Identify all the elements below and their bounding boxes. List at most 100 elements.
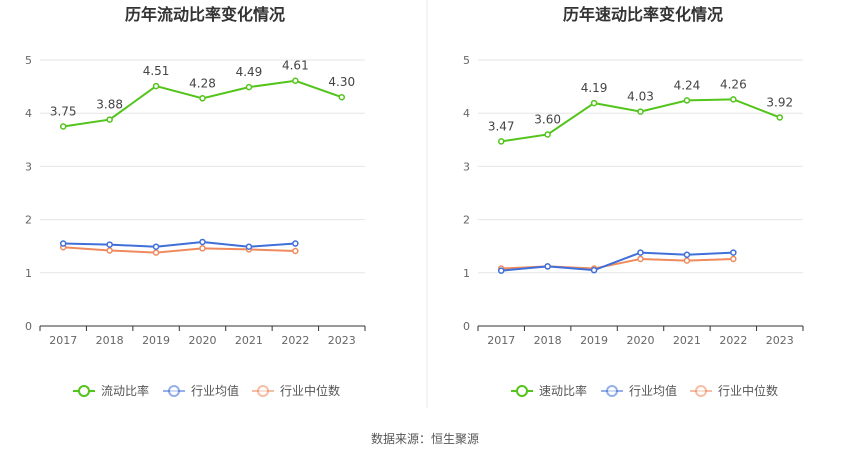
- data-point: [338, 93, 346, 101]
- y-tick-label: 3: [463, 160, 470, 173]
- data-point: [59, 123, 67, 130]
- chart-title: 历年速动比率变化情况: [563, 5, 723, 24]
- legend-label: 行业中位数: [718, 383, 778, 398]
- data-label: 3.47: [488, 119, 515, 133]
- y-tick-label: 1: [463, 267, 470, 280]
- data-label: 4.49: [236, 65, 263, 79]
- y-tick-label: 4: [463, 107, 470, 120]
- data-point: [730, 96, 737, 103]
- data-label: 3.88: [96, 98, 123, 112]
- data-point: [152, 243, 160, 250]
- legend-swatch-marker: [78, 385, 90, 397]
- legend-label: 速动比率: [539, 383, 587, 398]
- series-industry-average: [59, 238, 299, 250]
- data-point: [730, 255, 737, 263]
- data-label: 4.51: [143, 64, 170, 78]
- data-point: [292, 240, 299, 247]
- series-primary: 3.75 3.88 4.51 4.28 4.49 4.61 4.30: [50, 59, 355, 130]
- data-point: [683, 251, 691, 258]
- legend-label: 行业中位数: [280, 383, 340, 398]
- data-point: [497, 138, 505, 145]
- y-tick-label: 0: [25, 320, 32, 333]
- legend-swatch-marker: [516, 385, 528, 397]
- y-tick-label: 5: [25, 54, 32, 67]
- data-label: 4.24: [674, 78, 701, 92]
- data-point: [730, 249, 737, 256]
- x-tick-label: 2019: [142, 334, 170, 347]
- legend-swatch-marker: [257, 385, 269, 397]
- data-label: 3.92: [766, 95, 793, 109]
- data-label: 4.03: [627, 90, 654, 104]
- data-point: [106, 247, 113, 254]
- series-industry-average: [497, 249, 737, 274]
- legend-label: 流动比率: [101, 383, 149, 398]
- x-tick-label: 2017: [49, 334, 77, 347]
- data-point: [292, 247, 299, 255]
- x-tick-label: 2018: [534, 334, 562, 347]
- x-tick-label: 2023: [328, 334, 356, 347]
- series-primary: 3.47 3.60 4.19 4.03 4.24 4.26 3.92: [488, 77, 793, 145]
- data-label: 4.28: [189, 76, 216, 90]
- data-point: [292, 77, 299, 84]
- legend-item[interactable]: 行业中位数: [252, 383, 340, 398]
- x-tick-label: 2020: [627, 334, 655, 347]
- data-point: [59, 240, 67, 247]
- x-tick-label: 2023: [766, 334, 794, 347]
- x-tick-label: 2019: [580, 334, 608, 347]
- data-point: [683, 257, 691, 264]
- data-point: [637, 108, 644, 115]
- legend-item[interactable]: 行业均值: [601, 383, 677, 398]
- x-tick-label: 2018: [96, 334, 124, 347]
- data-label: 4.61: [282, 59, 309, 73]
- data-point: [199, 95, 206, 102]
- data-point: [152, 82, 160, 90]
- data-point: [544, 263, 551, 270]
- data-label: 4.19: [581, 81, 608, 95]
- x-tick-label: 2021: [235, 334, 263, 347]
- x-tick-label: 2021: [673, 334, 701, 347]
- legend-swatch-marker: [606, 385, 618, 397]
- data-label: 4.26: [720, 77, 747, 91]
- series-industry-median: [497, 255, 737, 272]
- data-point: [590, 266, 598, 274]
- data-source-footer: 数据来源：恒生聚源: [371, 431, 479, 446]
- y-tick-label: 1: [25, 267, 32, 280]
- data-point: [544, 131, 551, 138]
- y-tick-label: 3: [25, 160, 32, 173]
- y-tick-label: 2: [25, 214, 32, 227]
- legend-item[interactable]: 行业中位数: [690, 383, 778, 398]
- legend-item[interactable]: 行业均值: [163, 383, 239, 398]
- data-point: [106, 116, 113, 123]
- data-point: [106, 241, 113, 248]
- legend-label: 行业均值: [191, 383, 239, 398]
- data-point: [590, 99, 598, 107]
- y-tick-label: 2: [463, 214, 470, 227]
- x-tick-label: 2022: [281, 334, 309, 347]
- data-point: [152, 249, 160, 256]
- data-point: [245, 83, 253, 91]
- legend-swatch-marker: [695, 385, 707, 397]
- data-point: [637, 255, 644, 263]
- current-ratio-chart: 历年流动比率变化情况 0 1 2 3 4 5 2017 2018 2019 2020 2021 2022…: [25, 5, 366, 398]
- data-point: [637, 249, 644, 256]
- chart-title: 历年流动比率变化情况: [125, 5, 285, 24]
- data-point: [199, 238, 206, 246]
- quick-ratio-chart: 历年速动比率变化情况 0 1 2 3 4 5 2017 2018 2019 2020 2021 2022…: [463, 5, 804, 398]
- legend-item[interactable]: 速动比率: [511, 383, 587, 398]
- series-line: [63, 246, 296, 254]
- y-tick-label: 0: [463, 320, 470, 333]
- x-tick-label: 2020: [189, 334, 217, 347]
- series-line: [63, 240, 296, 248]
- legend-item[interactable]: 流动比率: [73, 383, 149, 398]
- data-point: [245, 243, 253, 250]
- data-point: [199, 245, 206, 252]
- data-label: 3.75: [50, 105, 77, 119]
- x-tick-label: 2017: [487, 334, 515, 347]
- legend-swatch-marker: [168, 385, 180, 397]
- data-label: 4.30: [328, 75, 355, 89]
- data-point: [776, 114, 784, 121]
- data-point: [683, 97, 691, 104]
- data-label: 3.60: [534, 112, 561, 126]
- x-tick-label: 2022: [719, 334, 747, 347]
